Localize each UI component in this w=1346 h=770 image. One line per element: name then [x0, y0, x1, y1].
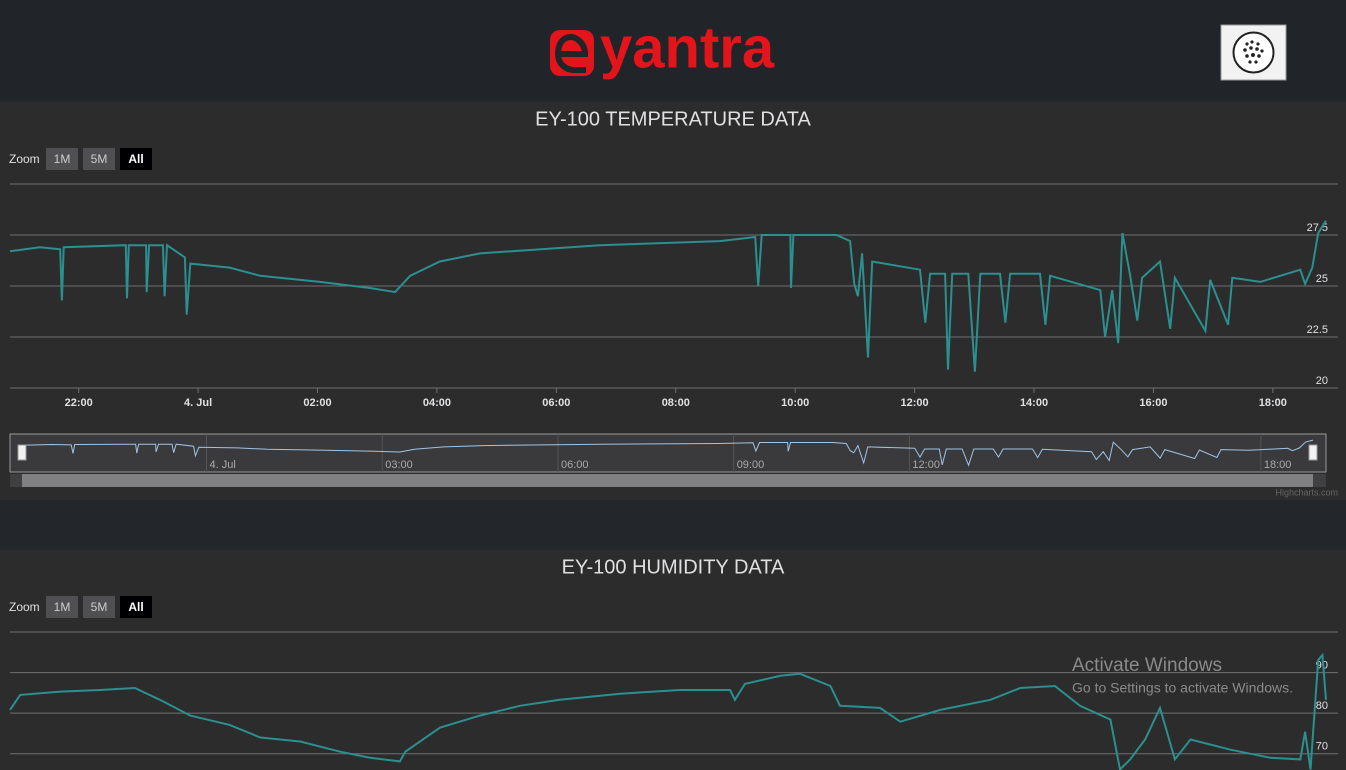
navigator-handle[interactable]	[17, 444, 27, 461]
x-tick-label: 10:00	[781, 397, 809, 409]
zoom-button[interactable]	[83, 148, 115, 170]
y-tick-label: 22.5	[1307, 324, 1328, 336]
x-tick-label: 08:00	[662, 397, 690, 409]
x-tick-label: 22:00	[65, 397, 93, 409]
navigator-tick-label: 06:00	[561, 459, 589, 471]
navigator-line	[21, 439, 1314, 467]
zoom-label: Zoom	[9, 152, 40, 166]
x-tick-label: 14:00	[1020, 397, 1048, 409]
y-tick-label: 25	[1316, 273, 1328, 285]
logo-text: yantra	[600, 15, 775, 80]
logo: yantra	[550, 15, 775, 80]
x-tick-label: 12:00	[901, 397, 929, 409]
x-tick-label: 16:00	[1139, 397, 1167, 409]
iota-ring	[1232, 31, 1275, 74]
x-tick-label: 04:00	[423, 397, 451, 409]
navigator-tick-label: 12:00	[912, 459, 940, 471]
x-tick-label: 06:00	[542, 397, 570, 409]
zoom-button-label[interactable]: All	[128, 600, 143, 614]
navigator-tick-label: 4. Jul	[210, 459, 236, 471]
header	[0, 0, 1346, 100]
y-tick-label: 80	[1316, 700, 1328, 712]
credits: Highcharts.com	[1275, 487, 1338, 497]
navigator-tick-label: 03:00	[385, 459, 413, 471]
logo-e	[554, 33, 589, 73]
navigator	[9, 433, 1327, 473]
zoom-button-label[interactable]: All	[128, 152, 143, 166]
chart-title: EY-100 HUMIDITY DATA	[562, 556, 785, 578]
zoom-label: Zoom	[9, 600, 40, 614]
iota-dots	[1243, 40, 1264, 64]
series-line	[9, 652, 1327, 770]
zoom-button[interactable]	[46, 148, 78, 170]
zoom-button[interactable]	[83, 596, 115, 618]
zoom-button[interactable]	[120, 148, 152, 170]
watermark-title: Activate Windows	[1072, 655, 1222, 676]
x-tick-label: 4. Jul	[184, 397, 212, 409]
navigator-tick-label: 18:00	[1264, 459, 1292, 471]
x-tick-label: 02:00	[303, 397, 331, 409]
iota-button[interactable]	[1220, 24, 1287, 81]
zoom-button-label[interactable]: 1M	[54, 600, 71, 614]
scrollbar-thumb[interactable]	[22, 474, 1313, 487]
chart-title: EY-100 TEMPERATURE DATA	[535, 108, 811, 130]
x-tick-label: 18:00	[1259, 397, 1287, 409]
zoom-button-label[interactable]: 5M	[91, 600, 108, 614]
navigator-tick-label: 09:00	[737, 459, 765, 471]
watermark-text: Go to Settings to activate Windows.	[1072, 680, 1293, 696]
panel	[0, 550, 1346, 770]
series-line	[9, 220, 1327, 372]
navigator-handle[interactable]	[1308, 444, 1318, 461]
zoom-button-label[interactable]: 5M	[91, 152, 108, 166]
zoom-button-label[interactable]: 1M	[54, 152, 71, 166]
y-tick-label: 20	[1316, 375, 1328, 387]
y-tick-label: 70	[1316, 741, 1328, 753]
zoom-button[interactable]	[120, 596, 152, 618]
zoom-button[interactable]	[46, 596, 78, 618]
